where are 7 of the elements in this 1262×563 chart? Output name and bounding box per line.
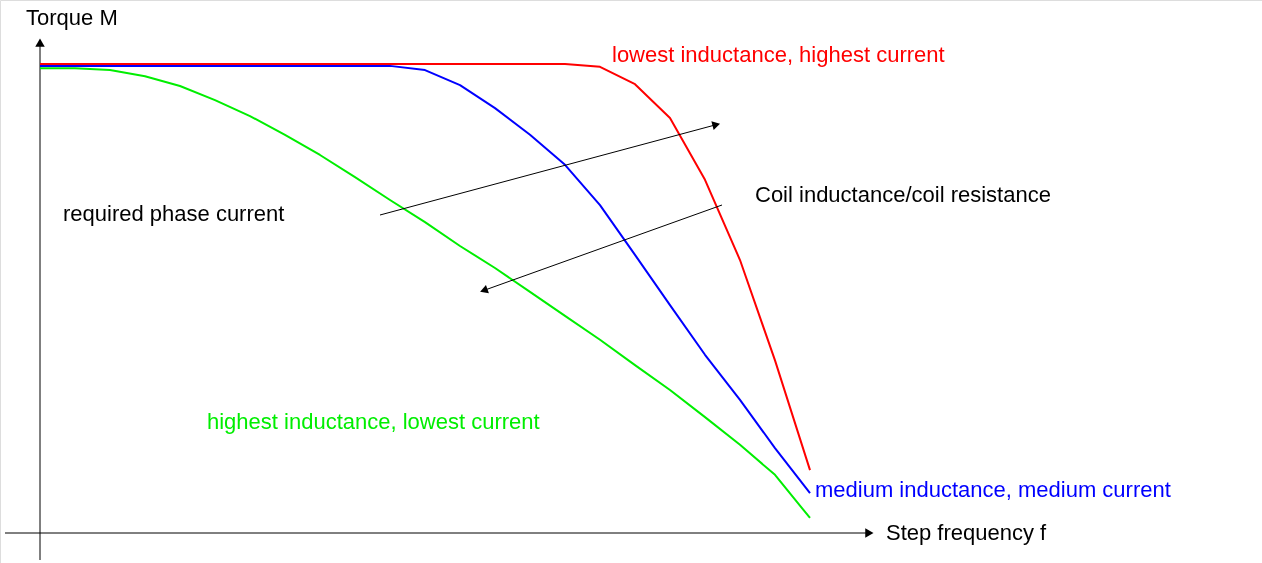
text: highest inductance, lowest current [207,409,540,434]
series-label: lowest inductance, highest current [612,42,945,67]
annotation: Coil inductance/coil resistance [755,182,1051,207]
annotation: required phase current [63,201,285,226]
series-label: medium inductance, medium current [815,477,1171,502]
y-axis-title: Torque M [26,5,118,30]
x-axis-title: Step frequency f [886,520,1048,545]
